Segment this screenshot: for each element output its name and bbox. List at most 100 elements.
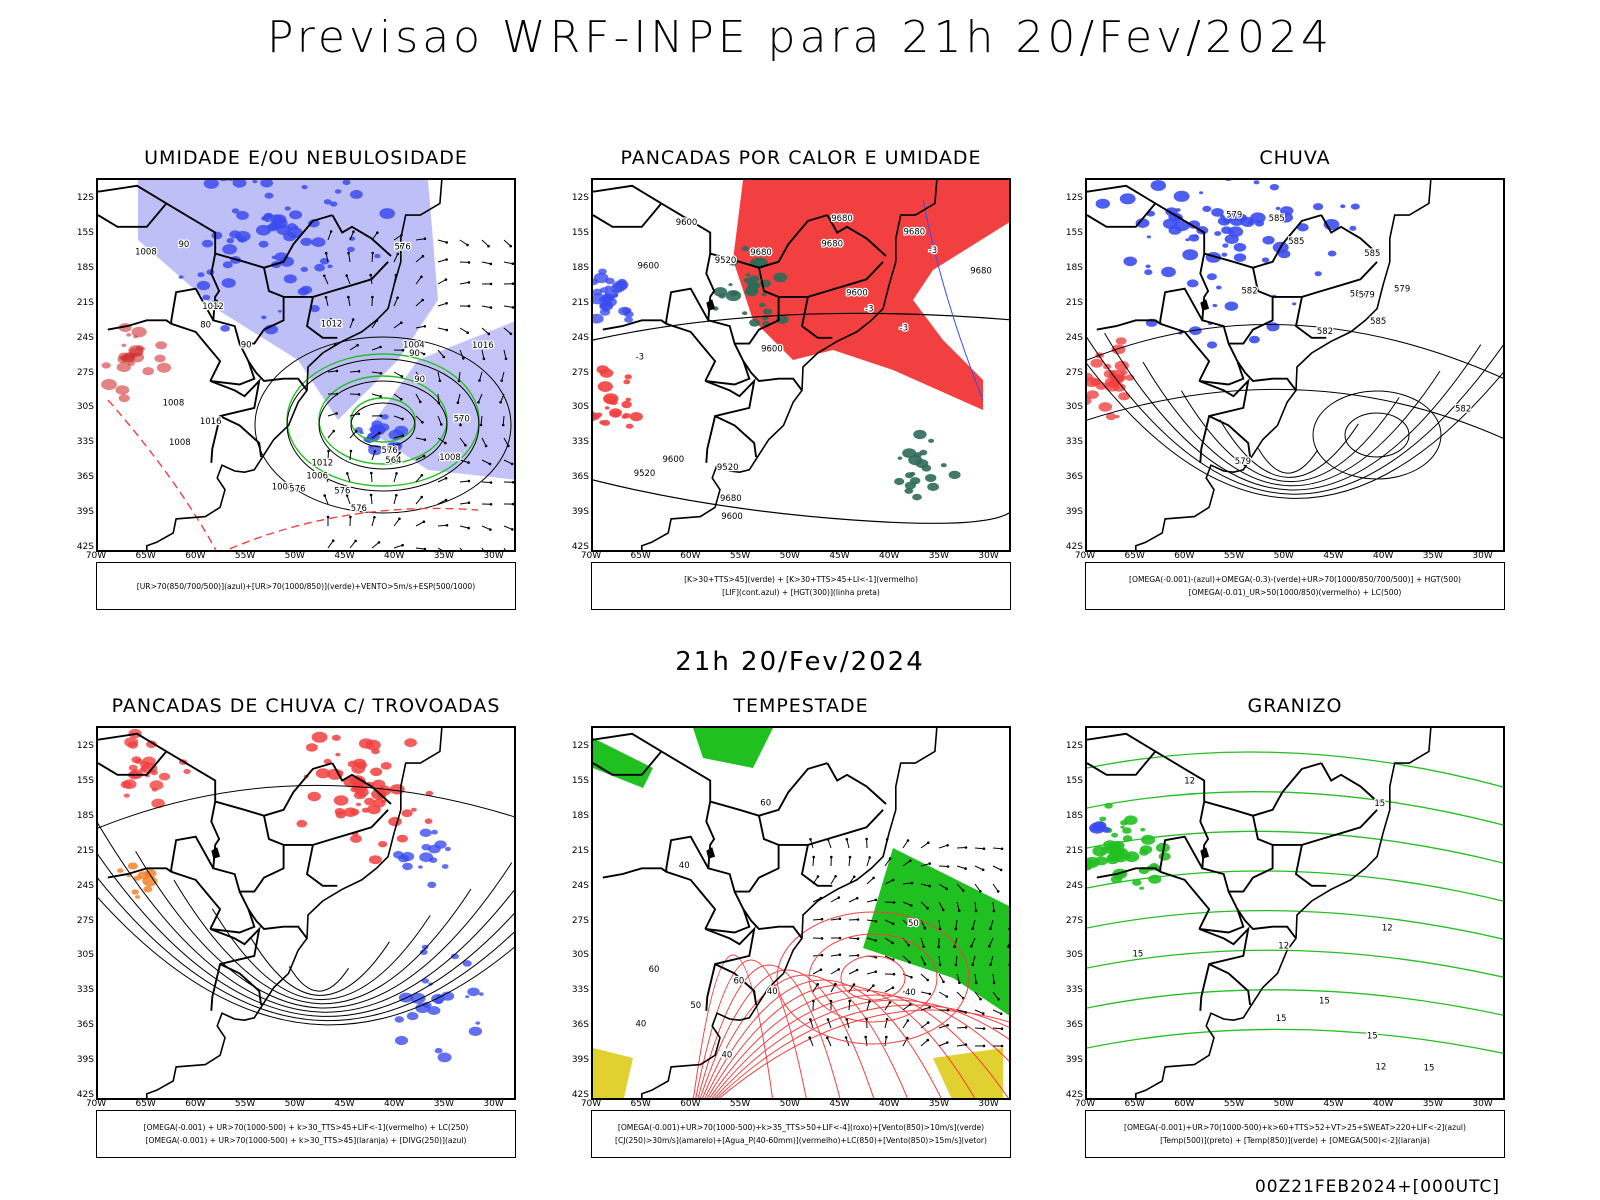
latitude-tick-label: 33S	[571, 985, 589, 996]
contour-label: 576	[289, 485, 305, 495]
contour-label: 15	[1319, 997, 1330, 1007]
legend-line: [LIF](cont.azul) + [HGT(300)](linha pret…	[722, 588, 880, 597]
contour-label: 90	[241, 341, 252, 351]
latitude-tick-label: 21S	[1065, 297, 1083, 308]
latitude-tick-label: 39S	[571, 1055, 589, 1066]
contour-label: 15	[1424, 1064, 1435, 1074]
panel-title: PANCADAS DE CHUVA C/ TROVOADAS	[111, 695, 501, 717]
contour-label: 60	[649, 965, 660, 975]
contour-label: 50	[908, 919, 919, 929]
legend-line: [K>30+TTS>45](verde) + [K>30+TTS>45+LI<-…	[684, 575, 918, 584]
latitude-tick-label: 39S	[1065, 507, 1083, 518]
contour-label: 576	[382, 446, 398, 456]
latitude-tick-label: 18S	[1065, 810, 1083, 821]
contour-label: 1008	[163, 398, 185, 408]
latitude-tick-label: 42S	[76, 542, 94, 552]
contour-label: 15	[1367, 1032, 1378, 1042]
longitude-tick-label: 60W	[185, 551, 206, 561]
latitude-tick-label: 12S	[1065, 193, 1083, 203]
longitude-tick-label: 60W	[680, 1099, 701, 1109]
latitude-tick-label: 18S	[571, 810, 589, 821]
latitude-tick-label: 30S	[571, 950, 589, 961]
contour-label: 90	[409, 349, 420, 359]
contour-label: 585	[1288, 237, 1304, 247]
panel-legend: [OMEGA(-0.001)-(azul)+OMEGA(-0.3)-(verde…	[1085, 562, 1505, 610]
contour-label: 576	[334, 487, 350, 497]
contour-label: 9680	[720, 494, 742, 504]
longitude-tick-label: 60W	[1174, 1099, 1195, 1109]
latitude-tick-label: 33S	[76, 985, 94, 996]
longitude-tick-label: 50W	[779, 1099, 800, 1109]
longitude-tick-label: 50W	[779, 551, 800, 561]
latitude-tick-label: 36S	[1065, 472, 1083, 483]
latitude-tick-label: 24S	[76, 332, 94, 343]
longitude-tick-label: 65W	[135, 1099, 156, 1109]
latitude-tick-label: 15S	[1065, 227, 1083, 238]
forecast-map	[96, 726, 516, 1100]
contour-label: 9600	[676, 218, 698, 228]
longitude-tick-label: 35W	[928, 1099, 950, 1109]
panel-title: TEMPESTADE	[733, 695, 869, 717]
latitude-tick-label: 42S	[571, 1090, 589, 1100]
legend-line: [OMEGA(-0.001)+UR>70(1000-500)+k>60+TTS>…	[1123, 1123, 1466, 1132]
latitude-tick-label: 33S	[76, 437, 94, 448]
latitude-tick-label: 21S	[571, 845, 589, 856]
latitude-tick-label: 33S	[1065, 437, 1083, 448]
latitude-tick-label: 36S	[571, 472, 589, 483]
contour-label: 9680	[821, 240, 843, 250]
map-canvas: 9680 9680 9680 9680 9680 9600 9600 9600 9600 9520…	[593, 180, 1009, 550]
map-canvas: 40 40 60 60 40 50 60 40 50 40	[593, 728, 1009, 1098]
longitude-tick-label: 40W	[384, 551, 405, 561]
forecast-map: 40 40 60 60 40 50 60 40 50 40	[591, 726, 1011, 1100]
longitude-tick-label: 70W	[1074, 1099, 1096, 1109]
latitude-tick-label: 18S	[1065, 262, 1083, 273]
latitude-tick-label: 15S	[76, 227, 94, 238]
latitude-tick-label: 27S	[571, 915, 589, 926]
latitude-tick-label: 30S	[1065, 950, 1083, 961]
contour-label: 40	[905, 988, 916, 998]
contour-label: 1012	[312, 459, 334, 469]
contour-label: 9600	[761, 344, 783, 354]
contour-label: 576	[351, 504, 367, 514]
contour-label: 90	[414, 375, 425, 385]
panel-title: CHUVA	[1259, 147, 1331, 169]
latitude-tick-label: 39S	[76, 1055, 94, 1066]
longitude-tick-label: 45W	[829, 1099, 850, 1109]
model-run-label: 00Z21FEB2024+[000UTC]	[1254, 1177, 1500, 1197]
latitude-tick-label: 33S	[1065, 985, 1083, 996]
longitude-tick-label: 70W	[580, 1099, 602, 1109]
latitude-tick-label: 42S	[571, 542, 589, 552]
contour-label: 40	[767, 987, 778, 997]
contour-label: 9600	[663, 455, 685, 465]
longitude-tick-label: 40W	[1373, 551, 1394, 561]
longitude-tick-label: 35W	[1422, 1099, 1444, 1109]
latitude-tick-label: 42S	[1065, 1090, 1083, 1100]
forecast-map: 1008 1012 1012 1008 1016 1008 1006 1008 1004 1012…	[96, 178, 516, 552]
contour-label: 585	[1370, 317, 1386, 327]
contour-label: 585	[1350, 289, 1366, 299]
panel-title: GRANIZO	[1247, 695, 1343, 717]
latitude-tick-label: 27S	[1065, 915, 1083, 926]
contour-label: 9680	[904, 228, 926, 238]
latitude-tick-label: 27S	[76, 367, 94, 378]
latitude-tick-label: 12S	[76, 193, 94, 203]
contour-label: 579	[1226, 211, 1242, 221]
contour-label: 60	[734, 976, 745, 986]
longitude-tick-label: 40W	[879, 1099, 900, 1109]
longitude-tick-label: 40W	[879, 551, 900, 561]
map-canvas	[98, 728, 514, 1098]
legend-line: [OMEGA(-0.001)-(azul)+OMEGA(-0.3)-(verde…	[1129, 575, 1461, 584]
contour-label: 9680	[970, 267, 992, 277]
longitude-tick-label: 55W	[1223, 551, 1245, 561]
contour-label: 15	[1276, 1014, 1287, 1024]
panel-legend: [K>30+TTS>45](verde) + [K>30+TTS>45+LI<-…	[591, 562, 1011, 610]
latitude-tick-label: 15S	[571, 227, 589, 238]
legend-line: [OMEGA(-0.001)+UR>70(1000-500)+k>35_TTS>…	[617, 1123, 985, 1132]
legend-line: [Temp(500)](preto) + [Temp(850)](verde) …	[1160, 1136, 1430, 1145]
latitude-tick-label: 42S	[76, 1090, 94, 1100]
contour-label: 40	[679, 861, 690, 871]
latitude-tick-label: 15S	[76, 775, 94, 786]
longitude-tick-label: 30W	[1472, 551, 1493, 561]
contour-label: 12	[1382, 924, 1393, 934]
